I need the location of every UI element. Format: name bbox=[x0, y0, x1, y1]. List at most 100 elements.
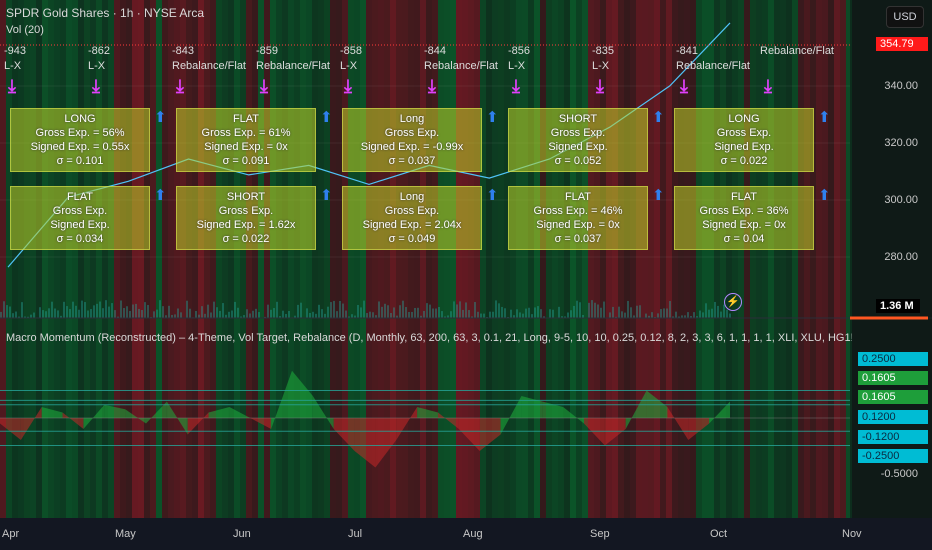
regime-stripe bbox=[234, 0, 240, 518]
exit-arrow-icon: ⤓ bbox=[260, 76, 268, 96]
volume-bar bbox=[240, 316, 242, 318]
info-line: LONG bbox=[64, 113, 96, 125]
volume-bar bbox=[213, 301, 215, 318]
position-info-box: FLAT Gross Exp. = 46% Signed Exp. = 0x σ = … bbox=[508, 186, 648, 250]
osc-tick: -0.5000 bbox=[880, 468, 918, 480]
info-line: Long bbox=[399, 191, 425, 203]
volume-bar bbox=[660, 309, 662, 318]
volume-bar bbox=[492, 311, 494, 318]
volume-bar bbox=[249, 313, 251, 318]
volume-bar bbox=[9, 306, 11, 318]
volume-bar bbox=[729, 313, 731, 318]
volume-bar bbox=[726, 309, 728, 318]
regime-stripe bbox=[564, 0, 570, 518]
oscillator-segment bbox=[584, 418, 605, 446]
volume-bar bbox=[237, 307, 239, 318]
volume-bar bbox=[54, 308, 56, 318]
regime-stripe bbox=[810, 0, 816, 518]
regime-stripe bbox=[84, 0, 90, 518]
regime-stripe bbox=[114, 0, 120, 518]
regime-stripe bbox=[792, 0, 798, 518]
volume-bar bbox=[78, 309, 80, 318]
volume-bar bbox=[378, 301, 380, 318]
regime-stripe bbox=[414, 0, 420, 518]
oscillator-segment bbox=[625, 390, 647, 429]
regime-stripe bbox=[516, 0, 522, 518]
regime-stripe bbox=[294, 0, 300, 518]
indicator-title[interactable]: Macro Momentum (Reconstructed) – 4-Theme… bbox=[6, 332, 852, 344]
price-tick: 280.00 bbox=[884, 251, 918, 263]
long-arrow-icon: ⬆ bbox=[652, 109, 665, 126]
volume-bar bbox=[453, 301, 455, 318]
volume-bar bbox=[534, 307, 536, 318]
regime-stripe bbox=[804, 0, 810, 518]
volume-bar bbox=[297, 304, 299, 318]
regime-stripe bbox=[420, 0, 426, 518]
volume-bar bbox=[576, 300, 578, 318]
volume-bar bbox=[543, 316, 545, 318]
regime-stripe bbox=[318, 0, 324, 518]
volume-bar bbox=[126, 306, 128, 318]
volume-bar bbox=[360, 307, 362, 318]
volume-bar bbox=[456, 304, 458, 318]
regime-stripe bbox=[78, 0, 84, 518]
regime-stripe bbox=[390, 0, 396, 518]
info-line: SHORT bbox=[558, 113, 598, 125]
regime-stripe bbox=[300, 0, 306, 518]
volume-bar bbox=[654, 316, 656, 318]
volume-bar bbox=[6, 305, 8, 318]
volume-indicator-label[interactable]: Vol (20) bbox=[6, 24, 44, 36]
long-arrow-icon: ⬆ bbox=[818, 187, 831, 204]
oscillator-segment bbox=[166, 401, 188, 435]
volume-bar bbox=[588, 302, 590, 318]
position-info-box: LONG Gross Exp. = 56% Signed Exp. = 0.55x σ… bbox=[10, 108, 150, 172]
regime-stripe bbox=[540, 0, 546, 518]
volume-bar bbox=[477, 311, 479, 318]
regime-stripe bbox=[432, 0, 438, 518]
regime-stripe bbox=[168, 0, 174, 518]
currency-button[interactable]: USD bbox=[886, 6, 924, 28]
volume-bar bbox=[435, 308, 437, 318]
regime-stripe bbox=[744, 0, 750, 518]
oscillator-segment bbox=[709, 401, 730, 424]
regime-stripe bbox=[840, 0, 846, 518]
regime-stripe bbox=[492, 0, 498, 518]
oscillator-level-tag: 0.1605 bbox=[858, 371, 928, 385]
volume-bar bbox=[294, 315, 296, 318]
oscillator-segment bbox=[229, 407, 251, 418]
volume-bar bbox=[402, 300, 404, 318]
regime-stripe bbox=[366, 0, 372, 518]
regime-stripe bbox=[660, 0, 666, 518]
long-arrow-icon: ⬆ bbox=[154, 109, 167, 126]
volume-bar bbox=[573, 305, 575, 318]
regime-stripe bbox=[768, 0, 774, 518]
volume-bar bbox=[255, 308, 257, 318]
volume-bar bbox=[228, 311, 230, 318]
volume-bar bbox=[90, 309, 92, 318]
volume-bar bbox=[144, 302, 146, 318]
lightning-icon[interactable]: ⚡ bbox=[724, 293, 742, 311]
volume-bar bbox=[387, 305, 389, 318]
regime-stripe bbox=[336, 0, 342, 518]
long-arrow-icon: ⬆ bbox=[486, 109, 499, 126]
time-tick: Oct bbox=[710, 528, 728, 540]
long-arrow-icon: ⬆ bbox=[818, 109, 831, 126]
signal-label: -844 Rebalance/Flat bbox=[424, 45, 498, 72]
regime-stripe bbox=[204, 0, 210, 518]
regime-stripe bbox=[546, 0, 552, 518]
oscillator-segment bbox=[667, 407, 689, 440]
regime-stripe bbox=[696, 0, 702, 518]
info-line: Gross Exp. bbox=[716, 127, 772, 139]
position-info-box: FLAT Gross Exp. Signed Exp. σ = 0.034 bbox=[10, 186, 150, 250]
regime-stripe bbox=[90, 0, 96, 518]
regime-stripe bbox=[126, 0, 132, 518]
signal-label: -841 Rebalance/Flat bbox=[676, 45, 750, 72]
info-line: Gross Exp. bbox=[384, 205, 440, 217]
volume-bar bbox=[489, 311, 491, 318]
volume-bar bbox=[414, 307, 416, 318]
regime-stripe bbox=[588, 0, 594, 518]
volume-bar bbox=[33, 312, 35, 318]
regime-stripe bbox=[72, 0, 78, 518]
regime-stripe bbox=[192, 0, 198, 518]
